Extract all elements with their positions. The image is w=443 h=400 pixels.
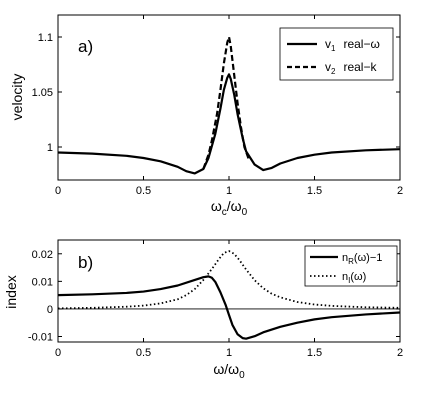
panel-b-xtick-label: 1 <box>226 347 232 359</box>
panel-a-series-2-line <box>202 35 251 170</box>
panel-a-ticks: 0 0.5 1 1.5 2 1 1.05 1.1 <box>32 15 403 197</box>
panel-a-ytick-label: 1.05 <box>32 87 53 99</box>
panel-a-series <box>57 35 401 175</box>
panel-a-xtick-label: 2 <box>397 185 403 197</box>
panel-a-xtick-label: 0 <box>55 185 61 197</box>
panel-a-xlabel: ωc/ω0 <box>211 198 248 218</box>
panel-b-series-1-line <box>57 275 401 340</box>
panel-b-ytick-label: -0.01 <box>28 331 53 343</box>
panel-a-legend-box <box>279 27 394 81</box>
panel-a-ytick-label: 1.1 <box>38 32 53 44</box>
legend-b-label-ni: nI(ω) <box>342 271 366 285</box>
panel-b-ytick-label: 0 <box>47 304 53 316</box>
panel-b-ytick-label: 0.01 <box>32 276 53 288</box>
panel-b-ytick-label: 0.02 <box>32 249 53 261</box>
panel-b-xtick-label: 2 <box>397 347 403 359</box>
panel-b-ylabel: index <box>3 275 19 308</box>
panel-b-xlabel: ω/ω0 <box>213 361 245 381</box>
panel-a-xtick-label: 1 <box>226 185 232 197</box>
legend-a-label-v2: v2 real−k <box>325 60 377 76</box>
panel-b-xtick-label: 1.5 <box>307 347 322 359</box>
panel-b-xtick-label: 0.5 <box>136 347 151 359</box>
legend-a-label-v1: v1 real−ω <box>325 37 380 53</box>
panel-a-tag: a) <box>78 37 93 56</box>
panel-b-series <box>57 250 401 340</box>
panel-a-legend: v1 real−ω v2 real−k <box>279 27 394 81</box>
panel-a-series-1-line <box>57 73 401 175</box>
panel-a-xtick-label: 1.5 <box>307 185 322 197</box>
panel-b-series-2-line <box>57 250 401 310</box>
panel-a-ytick-label: 1 <box>47 142 53 154</box>
panel-a-xtick-label: 0.5 <box>136 185 151 197</box>
panel-b-legend: nR(ω)−1 nI(ω) <box>304 245 398 287</box>
panel-b-legend-box <box>304 245 398 287</box>
legend-b-label-nr: nR(ω)−1 <box>342 252 382 266</box>
panel-a-velocity: 0 0.5 1 1.5 2 1 1.05 1.1 a) velocity ωc/ω0 v1 re… <box>9 14 403 218</box>
panel-b-xtick-label: 0 <box>55 347 61 359</box>
panel-a-ylabel: velocity <box>9 74 25 121</box>
panel-b-tag: b) <box>78 253 93 272</box>
